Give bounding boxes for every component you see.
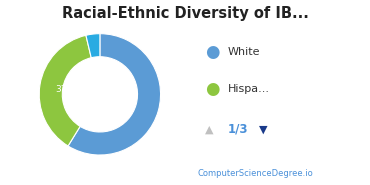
Wedge shape: [39, 35, 91, 146]
Text: Hispa...: Hispa...: [228, 84, 270, 94]
Wedge shape: [68, 34, 161, 155]
Text: ComputerScienceDegree.io: ComputerScienceDegree.io: [198, 169, 314, 178]
Text: Racial-Ethnic Diversity of IB...: Racial-Ethnic Diversity of IB...: [61, 6, 309, 21]
Text: ▼: ▼: [259, 125, 268, 134]
Wedge shape: [86, 34, 100, 58]
Text: ▲: ▲: [205, 125, 214, 134]
Text: White: White: [228, 47, 260, 57]
Text: 37.5%: 37.5%: [55, 85, 84, 94]
Text: ●: ●: [205, 80, 220, 98]
Text: .8%: .8%: [115, 96, 133, 105]
Text: ●: ●: [205, 43, 220, 61]
Text: 1/3: 1/3: [228, 123, 248, 136]
